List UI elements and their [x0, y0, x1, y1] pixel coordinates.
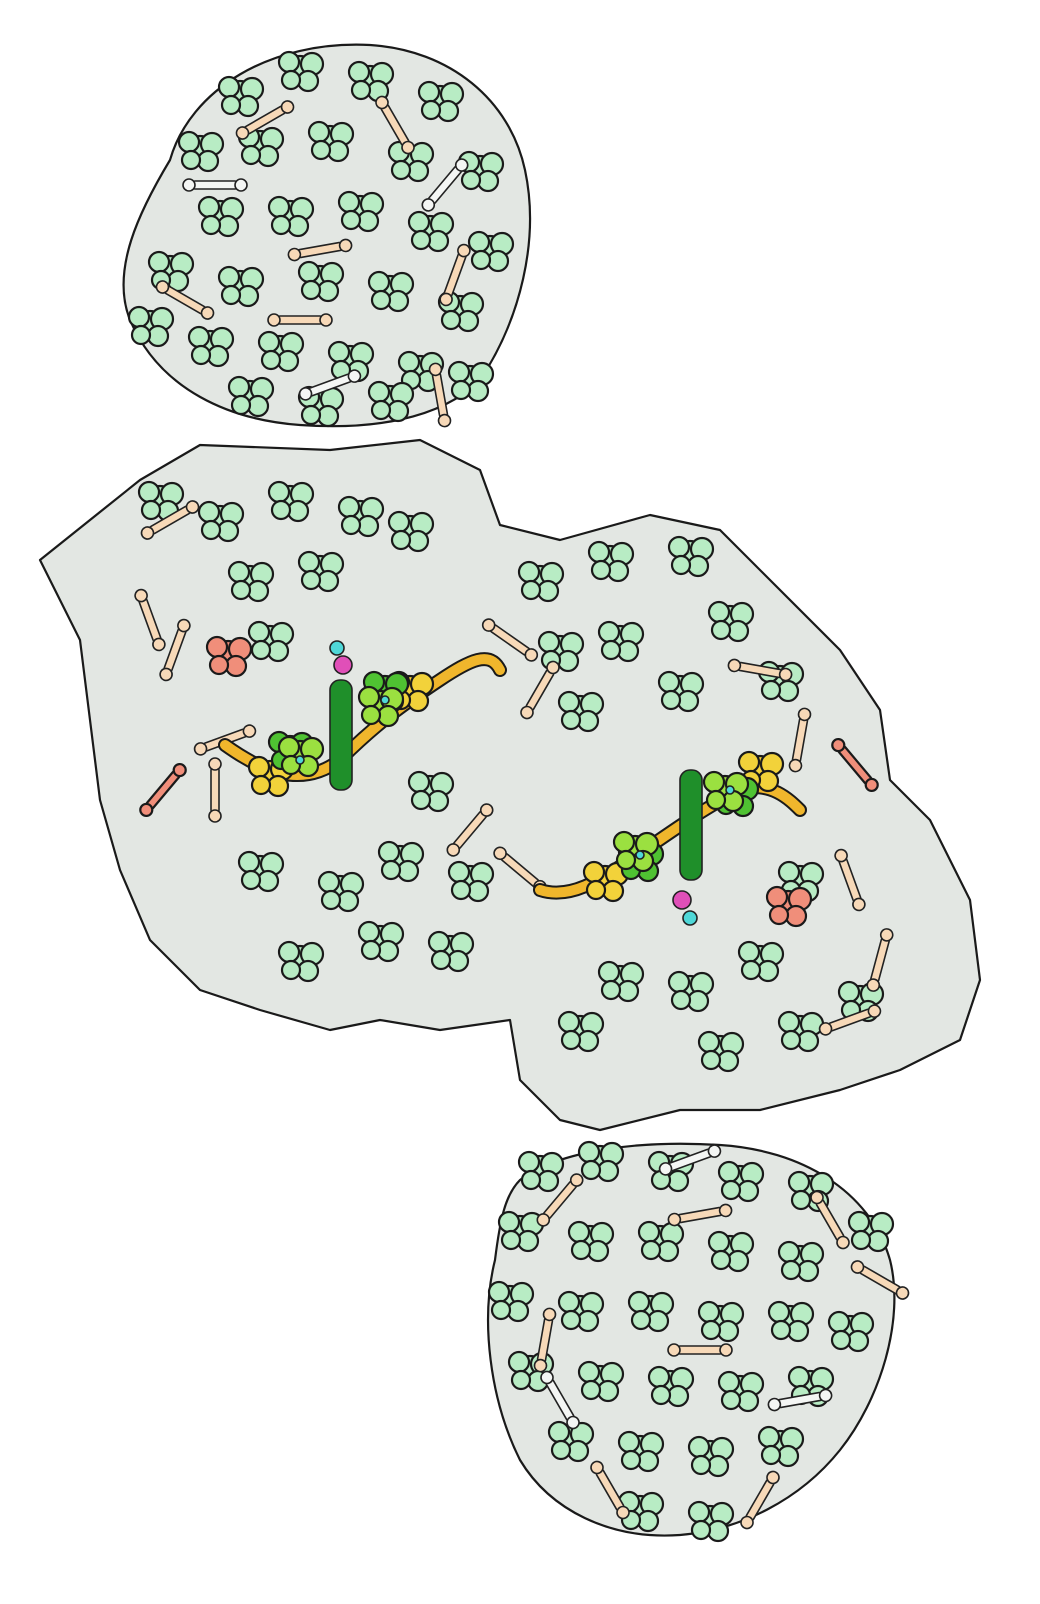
bottom-protein-complex — [487, 1140, 912, 1543]
chlorophyll-chain — [247, 640, 785, 926]
central-membrane-complex — [38, 438, 982, 1132]
top-protein-complex — [122, 43, 532, 429]
